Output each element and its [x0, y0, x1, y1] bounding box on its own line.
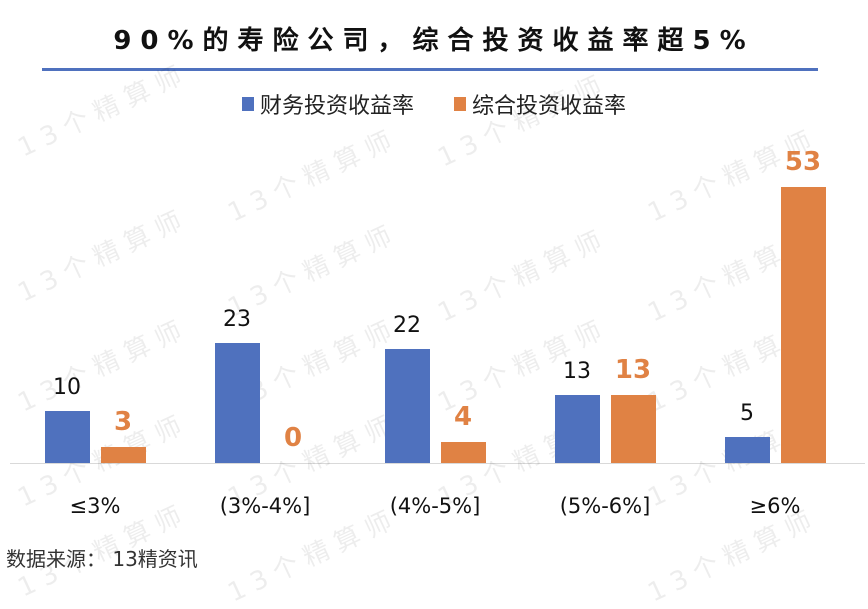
data-label: 53	[784, 147, 822, 178]
x-tick-label: ≤3%	[69, 494, 121, 518]
legend: 财务投资收益率 综合投资收益率	[0, 88, 868, 120]
x-axis-line	[10, 463, 865, 464]
source-note: 数据来源： 13精资讯	[6, 547, 198, 571]
watermark: 13个精算师	[433, 223, 614, 329]
data-label: 10	[53, 375, 81, 400]
watermark: 13个精算师	[13, 313, 194, 419]
bar-comprehensive	[610, 395, 656, 463]
legend-swatch-orange-icon	[454, 97, 466, 111]
watermark: 13个精算师	[223, 123, 404, 229]
bar-financial	[724, 437, 770, 463]
data-label: 4	[453, 402, 473, 433]
title-underline	[42, 68, 818, 71]
bar-financial	[554, 395, 600, 463]
data-label: 5	[740, 401, 754, 426]
legend-label: 综合投资收益率	[472, 94, 627, 119]
x-tick-label: (5%-6%]	[559, 494, 651, 518]
x-tick-label: (4%-5%]	[389, 494, 481, 518]
data-label: 3	[113, 407, 133, 438]
bar-comprehensive	[780, 187, 826, 463]
data-label: 22	[393, 312, 421, 338]
bar-financial	[384, 348, 430, 463]
bar-comprehensive	[440, 442, 486, 463]
x-tick-label: (3%-4%]	[219, 494, 311, 518]
data-label: 13	[614, 355, 652, 386]
legend-swatch-blue-icon	[241, 97, 254, 111]
bar-financial	[44, 411, 90, 463]
legend-label: 财务投资收益率	[259, 94, 414, 119]
data-label: 0	[283, 423, 303, 453]
data-label: 13	[563, 359, 591, 385]
legend-item-comprehensive: 综合投资收益率	[454, 88, 626, 120]
bar-comprehensive	[100, 447, 146, 463]
bar-financial	[214, 343, 260, 463]
x-tick-label: ≥6%	[749, 494, 801, 518]
data-label: 23	[223, 307, 251, 333]
chart-title: 90%的寿险公司，综合投资收益率超5%	[113, 26, 755, 56]
legend-item-financial: 财务投资收益率	[241, 88, 414, 120]
watermark: 13个精算师	[13, 203, 194, 309]
